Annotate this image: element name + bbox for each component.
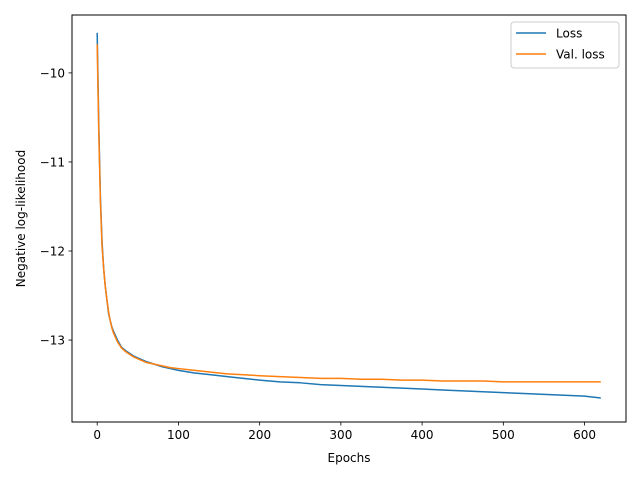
plot-frame <box>71 14 627 423</box>
x-tick-label: 0 <box>93 428 101 442</box>
x-axis: 0 100 200 300 400 500 600 <box>93 422 596 442</box>
x-tick-label: 100 <box>167 428 190 442</box>
legend-label-val-loss: Val. loss <box>556 48 605 62</box>
legend: Loss Val. loss <box>510 21 620 69</box>
x-tick-label: 600 <box>573 428 596 442</box>
x-tick-label: 500 <box>492 428 515 442</box>
y-axis: −10 −11 −12 −13 <box>40 66 72 348</box>
y-tick-label: −12 <box>40 245 65 259</box>
x-tick-label: 300 <box>329 428 352 442</box>
x-axis-label: Epochs <box>328 451 371 465</box>
x-tick-label: 400 <box>411 428 434 442</box>
x-tick-label: 200 <box>248 428 271 442</box>
y-tick-label: −10 <box>40 66 65 80</box>
y-tick-label: −11 <box>40 155 65 169</box>
y-axis-label: Negative log-likelihood <box>14 150 28 287</box>
y-tick-label: −13 <box>40 334 65 348</box>
series-line-val-loss <box>96 44 601 383</box>
series-layer <box>96 32 601 399</box>
legend-label-loss: Loss <box>556 27 582 41</box>
